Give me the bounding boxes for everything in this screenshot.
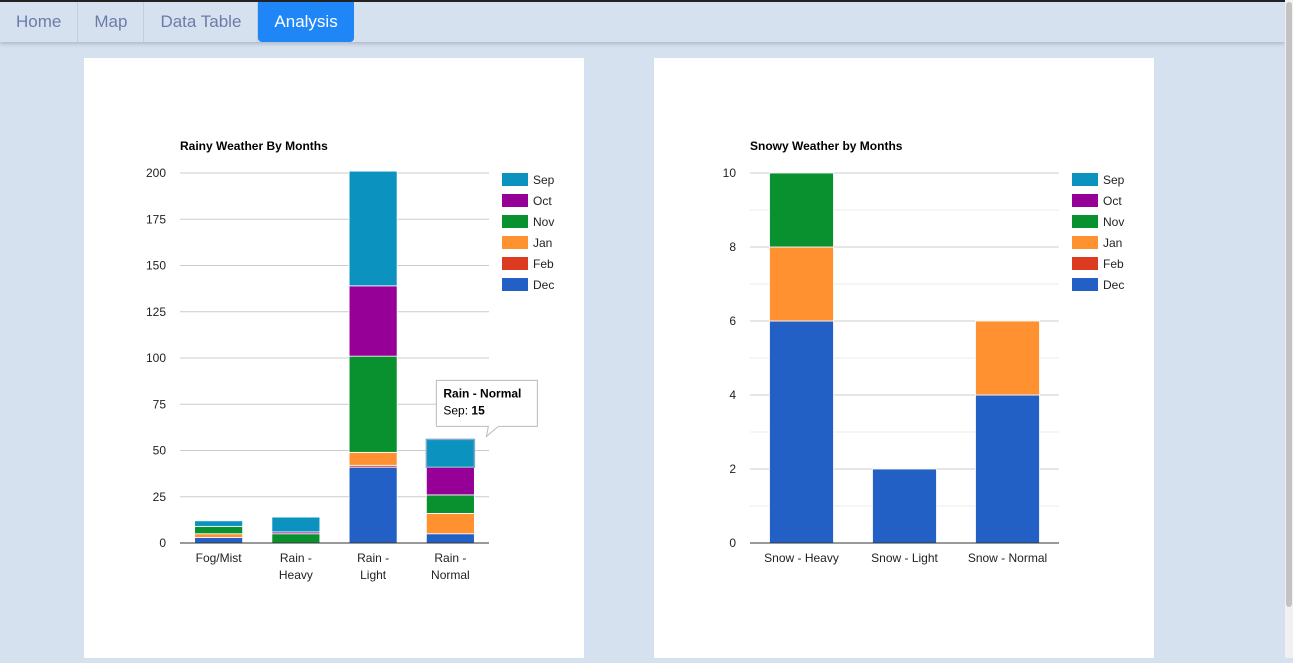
bar-snow-light-dec [872, 468, 937, 544]
snowy-weather-chart: Snowy Weather by Months 0 2 4 6 8 10 Snow - Hea… [723, 139, 1125, 565]
page-scrollbar[interactable] [1285, 0, 1293, 658]
legend-swatch-dec [502, 278, 528, 291]
chart-title: Snowy Weather by Months [750, 139, 903, 153]
x-tick-label: Snow - Heavy [764, 551, 839, 565]
tab-map[interactable]: Map [78, 2, 145, 42]
bar-fog-mist-jan [194, 533, 244, 538]
rainy-weather-chart-panel: Rainy Weather By Months 0 25 50 75 100 125 150 1… [84, 58, 584, 658]
x-tick-label: Fog/Mist [196, 551, 243, 565]
y-tick-label: 25 [153, 490, 167, 504]
bar-fog-mist-dec [194, 537, 244, 544]
bar-rain-light-jan [348, 451, 398, 466]
y-tick-label: 6 [729, 314, 736, 328]
bar-rain-normal-sep [425, 438, 476, 468]
top-navigation-bar: Home Map Data Table Analysis [0, 0, 1285, 42]
legend-swatch-oct [1072, 194, 1098, 207]
legend-swatch-nov [502, 215, 528, 228]
bar-fog-mist-sep [194, 520, 244, 527]
x-tick-label: Rain -Normal [431, 551, 470, 582]
bar-rain-heavy-nov [271, 533, 321, 544]
legend-label-sep: Sep [1103, 173, 1125, 187]
legend-label-jan: Jan [533, 236, 552, 250]
bar-rain-normal-jan [425, 512, 475, 535]
bar-rain-light-dec [348, 466, 398, 544]
bar-snow-normal-jan [975, 320, 1040, 396]
scrollbar-thumb[interactable] [1286, 2, 1292, 607]
y-tick-label: 125 [146, 305, 166, 319]
legend-swatch-oct [502, 194, 528, 207]
bar-snow-heavy-jan [769, 246, 834, 322]
bar-snow-normal-dec [975, 394, 1040, 544]
tab-analysis[interactable]: Analysis [258, 2, 354, 42]
rainy-weather-chart: Rainy Weather By Months 0 25 50 75 100 125 150 1… [146, 139, 555, 582]
legend-label-jan: Jan [1103, 236, 1122, 250]
x-tick-label: Rain -Heavy [279, 551, 313, 582]
y-tick-label: 50 [153, 444, 167, 458]
tooltip-value-line: Sep: 15 [443, 403, 485, 417]
bar-rain-light-oct [348, 285, 398, 357]
legend-label-feb: Feb [533, 257, 554, 271]
legend-swatch-sep [1072, 173, 1098, 186]
y-tick-label: 200 [146, 166, 166, 180]
y-tick-label: 0 [159, 536, 166, 550]
legend-swatch-jan [1072, 236, 1098, 249]
x-tick-label: Snow - Light [871, 551, 938, 565]
tooltip-value: 15 [471, 403, 485, 417]
bar-fog-mist-nov [194, 525, 244, 535]
y-tick-label: 75 [153, 397, 167, 411]
bar-rain-normal-oct [425, 466, 475, 496]
tab-home[interactable]: Home [0, 2, 79, 42]
snowy-weather-chart-panel: Snowy Weather by Months 0 2 4 6 8 10 Snow - Hea… [654, 58, 1154, 658]
legend-label-dec: Dec [533, 278, 554, 292]
y-tick-label: 150 [146, 259, 166, 273]
bar-rain-normal-nov [425, 494, 475, 514]
legend-swatch-sep [502, 173, 528, 186]
legend-label-oct: Oct [533, 194, 552, 208]
bar-snow-heavy-dec [769, 320, 834, 544]
legend-label-oct: Oct [1103, 194, 1122, 208]
legend-swatch-dec [1072, 278, 1098, 291]
tab-data-table[interactable]: Data Table [144, 2, 259, 42]
chart-title: Rainy Weather By Months [180, 139, 328, 153]
y-tick-label: 100 [146, 351, 166, 365]
x-tick-label: Rain -Light [357, 551, 389, 582]
legend-swatch-feb [1072, 257, 1098, 270]
y-tick-label: 175 [146, 212, 166, 226]
legend-label-nov: Nov [1103, 215, 1124, 229]
tooltip-title: Rain - Normal [443, 386, 521, 400]
legend-label-dec: Dec [1103, 278, 1124, 292]
legend-swatch-jan [502, 236, 528, 249]
bar-rain-heavy-sep [271, 516, 321, 533]
y-tick-label: 8 [729, 240, 736, 254]
y-tick-label: 0 [729, 536, 736, 550]
tooltip: Rain - Normal Sep: 15 [435, 379, 538, 438]
legend-label-feb: Feb [1103, 257, 1124, 271]
y-tick-label: 4 [729, 388, 736, 402]
tab-list: Home Map Data Table Analysis [0, 2, 1285, 42]
tooltip-box [435, 379, 538, 438]
y-tick-label: 10 [723, 166, 737, 180]
bar-snow-heavy-nov [769, 172, 834, 248]
bar-rain-normal-dec [425, 533, 475, 544]
legend-label-sep: Sep [533, 173, 555, 187]
y-tick-label: 2 [729, 462, 736, 476]
tooltip-series-label: Sep: [443, 403, 471, 417]
x-tick-label: Snow - Normal [968, 551, 1047, 565]
legend-label-nov: Nov [533, 215, 554, 229]
legend-swatch-feb [502, 257, 528, 270]
bar-rain-light-sep [348, 170, 398, 287]
legend-swatch-nov [1072, 215, 1098, 228]
bar-rain-light-nov [348, 355, 398, 453]
